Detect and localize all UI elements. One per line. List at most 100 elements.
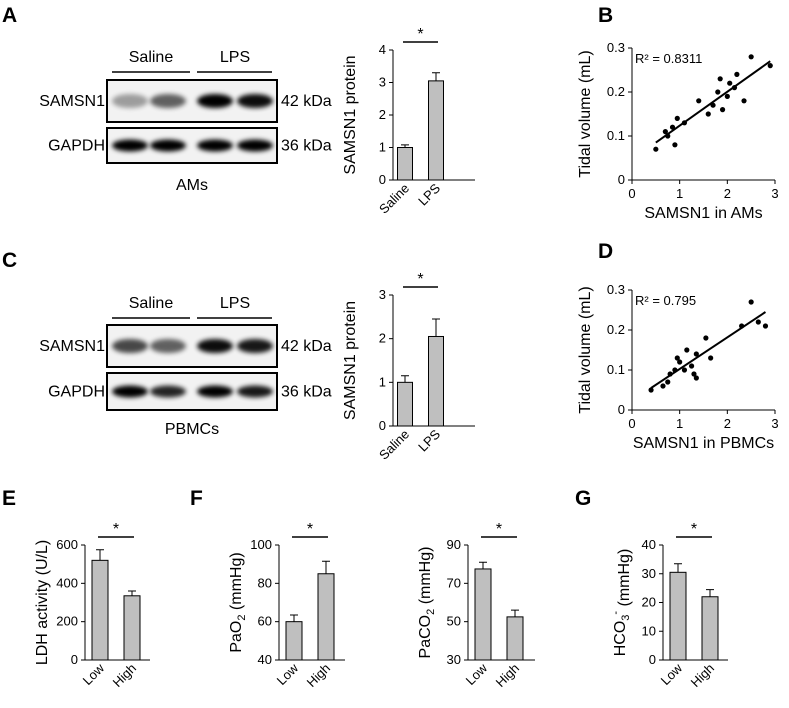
x-tick-label: Low (658, 660, 686, 688)
x-tick-label: 1 (676, 186, 683, 201)
point (705, 111, 711, 117)
blot-caption: AMs (176, 177, 208, 194)
y-tick-label: 40 (642, 537, 656, 552)
y-tick-label: 0.3 (607, 282, 625, 297)
point (748, 299, 754, 305)
y-axis-label-part: (mmHg) (228, 552, 245, 614)
error-bar (432, 318, 440, 337)
y-tick-label: 50 (447, 614, 461, 629)
panel-letter: C (2, 249, 17, 272)
y-tick-label: 30 (447, 652, 461, 667)
y-tick-label: 20 (642, 595, 656, 610)
point (691, 371, 697, 377)
y-tick-label: 0.1 (607, 362, 625, 377)
fit-line (655, 60, 771, 144)
y-tick-label: 0 (379, 172, 386, 187)
annotation: R² = 0.8311 (635, 51, 702, 66)
point (653, 146, 659, 152)
band (112, 139, 148, 152)
y-tick-label: 0.2 (607, 322, 625, 337)
y-tick-label: 40 (258, 652, 272, 667)
y-axis-label-part: - (610, 611, 622, 615)
y-tick-label: 0 (618, 402, 625, 417)
y-tick-label: 10 (642, 623, 656, 638)
y-axis-label: LDH activity (U/L) (34, 540, 51, 665)
significance-star: * (496, 521, 502, 538)
point (724, 93, 730, 99)
point (719, 107, 726, 113)
y-tick-label: 3 (379, 287, 386, 302)
y-axis-label: HCO3- (mmHg) (610, 549, 633, 657)
significance-star: * (307, 521, 313, 538)
point (710, 102, 716, 108)
y-tick-label: 2 (379, 331, 386, 346)
point (693, 375, 699, 381)
point (681, 120, 688, 126)
x-axis-label: SAMSN1 in PBMCs (633, 435, 774, 452)
y-axis-label: Tidal volume (mL) (577, 286, 594, 413)
significance-star: * (417, 271, 423, 288)
band (197, 94, 233, 108)
point (741, 98, 747, 104)
size-label: 42 kDa (281, 338, 332, 355)
point (681, 367, 688, 373)
error-bar (401, 375, 409, 383)
error-bar (128, 590, 136, 596)
blot-caption: PBMCs (165, 421, 219, 438)
significance-star: * (113, 521, 119, 538)
group-label: Saline (129, 49, 174, 66)
point (731, 85, 738, 91)
y-tick-label: 0 (379, 418, 386, 433)
point (767, 63, 773, 69)
error-bar (511, 609, 519, 617)
y-tick-label: 0.1 (607, 128, 625, 143)
x-tick-label: 0 (628, 416, 635, 431)
band (150, 385, 186, 398)
y-tick-label: 200 (56, 614, 78, 629)
point (708, 355, 714, 361)
panel-letter: B (598, 4, 613, 27)
band (237, 385, 273, 398)
point (762, 323, 769, 329)
x-tick-label: High (493, 661, 523, 691)
x-tick-label: 0 (628, 186, 635, 201)
point (755, 319, 761, 325)
panel-letter: G (575, 487, 591, 510)
y-axis-label-part: HCO (612, 621, 629, 657)
bar (285, 621, 303, 661)
y-tick-label: 90 (447, 537, 461, 552)
y-tick-label: 0.3 (607, 40, 625, 55)
point (734, 71, 740, 77)
y-axis-label-part: (mmHg) (417, 547, 434, 609)
y-tick-label: 70 (447, 575, 461, 590)
y-axis-label: Tidal volume (mL) (577, 50, 594, 177)
panel-letter: F (190, 487, 203, 510)
y-axis-label: PaO2 (mmHg) (228, 552, 248, 652)
bar (91, 559, 109, 661)
y-tick-label: 30 (642, 566, 656, 581)
point (648, 387, 654, 393)
annotation: R² = 0.795 (635, 293, 696, 308)
group-label: LPS (220, 295, 250, 312)
point (674, 115, 680, 121)
bar (669, 571, 687, 661)
band (237, 139, 273, 152)
band (112, 385, 148, 398)
bar (428, 335, 444, 427)
point (696, 98, 702, 104)
bar (397, 381, 413, 427)
bar (397, 147, 413, 181)
x-tick-label: 3 (771, 416, 778, 431)
point (748, 54, 754, 60)
point (660, 383, 666, 389)
y-tick-label: 3 (379, 75, 386, 90)
protein-label: GAPDH (48, 384, 105, 401)
band (237, 339, 273, 353)
band (150, 94, 186, 108)
panel-letter: D (598, 240, 613, 263)
y-tick-label: 80 (258, 575, 272, 590)
y-tick-label: 60 (258, 614, 272, 629)
y-axis-label-part: (mmHg) (616, 549, 633, 611)
point (693, 351, 699, 357)
band (150, 339, 186, 353)
